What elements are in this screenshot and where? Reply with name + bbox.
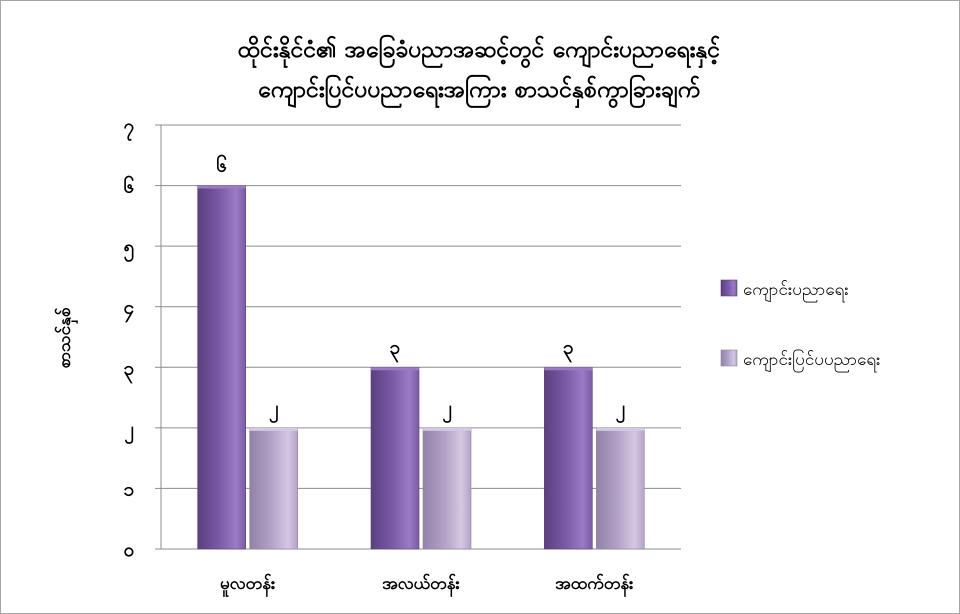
data-label: ၃ xyxy=(390,336,401,363)
bar-series-1-2 xyxy=(370,366,420,550)
bar-top-highlight xyxy=(197,185,246,189)
y-tick-label: ၁ xyxy=(124,478,135,500)
y-tick-label: ၂ xyxy=(124,418,133,445)
legend-swatch-2 xyxy=(720,349,738,367)
bar-series-2-2 xyxy=(422,427,472,550)
data-label: ၂ xyxy=(442,397,451,424)
x-category-label: အလယ်တန်း xyxy=(382,573,460,598)
legend-swatch-1 xyxy=(720,279,738,297)
bar-series-1-1 xyxy=(197,185,246,550)
bar-top-highlight xyxy=(249,427,298,431)
bar-top-highlight xyxy=(423,427,471,431)
bar-series-2-3 xyxy=(596,427,645,550)
y-tick-label: ၄ xyxy=(124,297,135,324)
y-tick-label: ၇ xyxy=(124,115,135,142)
x-category-label: အထက်တန်း xyxy=(555,573,634,598)
y-tick-label: ၅ xyxy=(124,236,135,263)
data-label: ၂ xyxy=(269,397,278,424)
bar-top-highlight xyxy=(544,367,593,371)
x-category-label: မူလတန်း xyxy=(220,573,276,598)
chart-title-line-2: ကျောင်းပြင်ပပညာရေးအကြား စာသင်နှစ်ကွာခြား… xyxy=(258,75,701,108)
bar-top-highlight xyxy=(371,367,419,371)
y-axis-title: စာသင်နှစ် xyxy=(54,307,79,368)
y-tick-label: ၀ xyxy=(124,539,135,561)
bar-series-1-3 xyxy=(544,366,593,550)
data-label: ၂ xyxy=(616,397,625,424)
bar-series-2-1 xyxy=(249,427,298,550)
chart-title-line-1: ထိုင်းနိုင်ငံ၏ အခြေခံပညာအဆင့်တွင် ကျောင်… xyxy=(238,35,720,68)
data-label: ၆ xyxy=(216,153,227,177)
legend-label-2: ကျောင်းပြင်ပပညာရေး xyxy=(743,348,880,373)
y-tick-label: ၃ xyxy=(124,357,135,384)
data-label: ၃ xyxy=(563,336,574,363)
bar-top-highlight xyxy=(596,427,645,431)
legend-label-1: ကျောင်းပညာရေး xyxy=(743,280,849,303)
y-tick-label: ၆ xyxy=(124,174,135,198)
